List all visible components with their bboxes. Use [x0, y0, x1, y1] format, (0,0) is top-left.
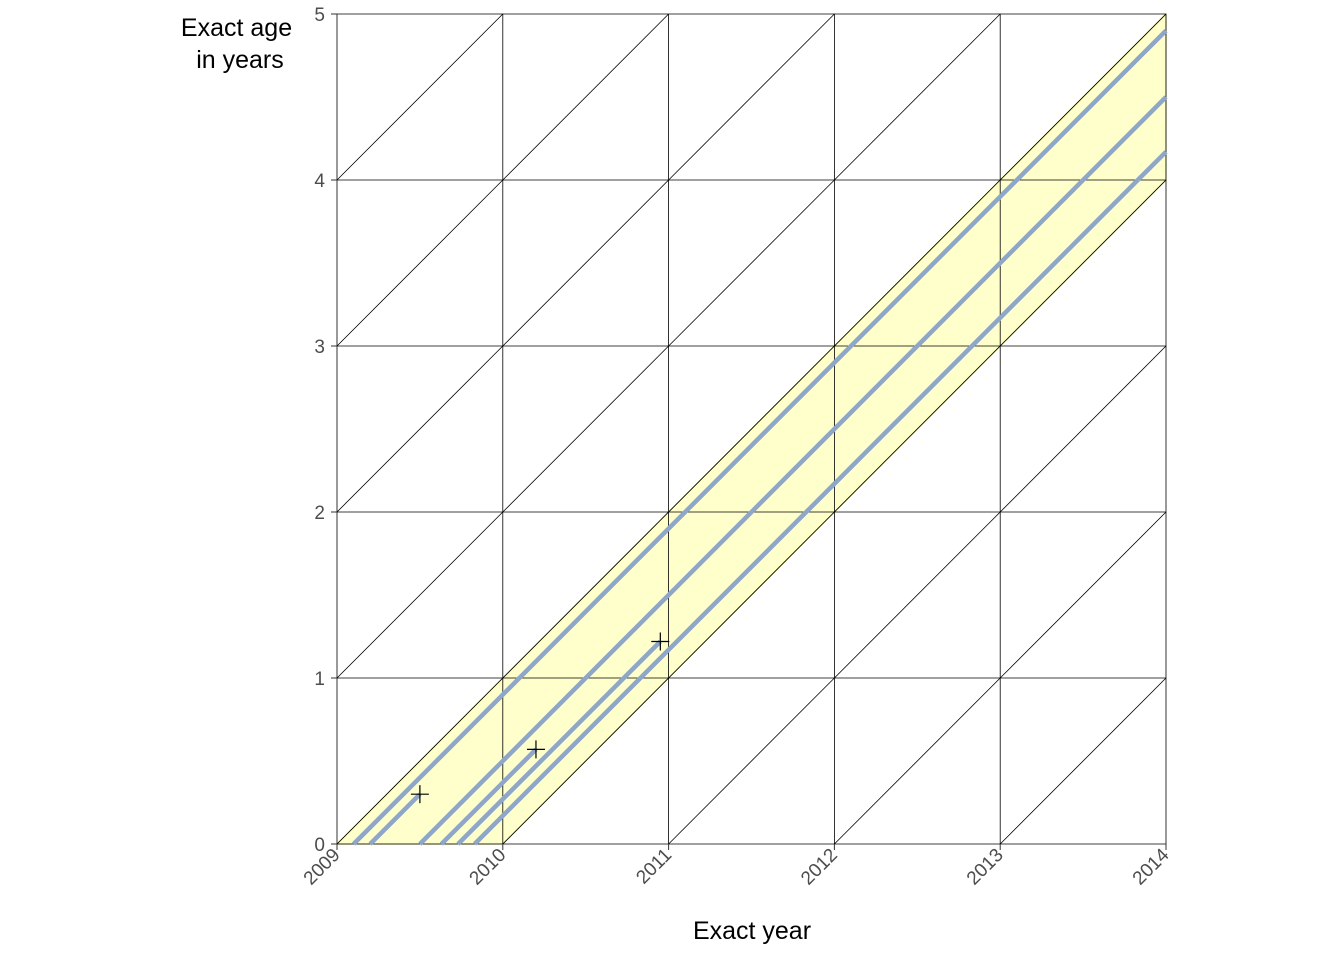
grid-diagonal [502, 345, 669, 513]
grid-diagonal [999, 511, 1167, 679]
x-tick-label: 2011 [632, 845, 676, 889]
life-lines-layer [351, 29, 1168, 846]
y-tick-label: 2 [314, 503, 325, 524]
life-line-1 [351, 29, 1168, 846]
grid-diagonal [668, 179, 835, 347]
event-markers-layer [410, 632, 670, 804]
grid-diagonal [336, 677, 504, 845]
life-line-4 [368, 792, 422, 846]
grid-diagonal [502, 511, 669, 679]
grid-diagonal [336, 13, 504, 181]
y-tick-label: 0 [314, 835, 325, 856]
event-marker-2 [526, 740, 545, 759]
life-line-2 [418, 95, 1168, 846]
x-axis-title: Exact year [693, 917, 811, 945]
grid-diagonal [668, 13, 835, 181]
grid-diagonal [502, 179, 669, 347]
grid-diagonal [668, 511, 835, 679]
y-axis-title-line-2: in years [196, 46, 284, 74]
y-axis-title: Exact age in years [181, 14, 299, 74]
y-tick-label: 4 [314, 171, 325, 192]
grid-diagonal [668, 345, 835, 513]
grid-diagonal [999, 345, 1167, 513]
grid-diagonal [336, 179, 504, 347]
event-marker-1 [410, 785, 429, 804]
grid-diagonal [834, 179, 1001, 347]
grid-diagonal [999, 677, 1167, 845]
x-tick-label: 2014 [1129, 844, 1174, 889]
x-tick-label: 2013 [963, 845, 1008, 890]
life-line-3 [473, 150, 1168, 846]
x-tick-label: 2009 [300, 845, 345, 890]
grid-diagonal [502, 677, 669, 845]
grid-diagonal [999, 13, 1167, 181]
grid-diagonal [336, 345, 504, 513]
grid-diagonal [834, 677, 1001, 845]
y-axis-title-line-1: Exact age [181, 14, 292, 42]
grid-diagonal [834, 511, 1001, 679]
grid-diagonal [999, 179, 1167, 347]
x-tick-label: 2010 [466, 845, 511, 890]
y-tick-label: 5 [314, 5, 325, 26]
y-tick-label: 3 [314, 337, 325, 358]
grid-diagonal [834, 345, 1001, 513]
grid-layer [336, 13, 1167, 845]
grid-diagonal [336, 511, 504, 679]
grid-diagonal [668, 677, 835, 845]
y-tick-label: 1 [314, 669, 325, 690]
grid-diagonal [502, 13, 669, 181]
event-marker-3 [651, 632, 670, 651]
x-tick-label: 2012 [797, 845, 842, 890]
life-line-5 [439, 747, 538, 846]
life-line-6 [456, 639, 662, 846]
grid-diagonal [834, 13, 1001, 181]
